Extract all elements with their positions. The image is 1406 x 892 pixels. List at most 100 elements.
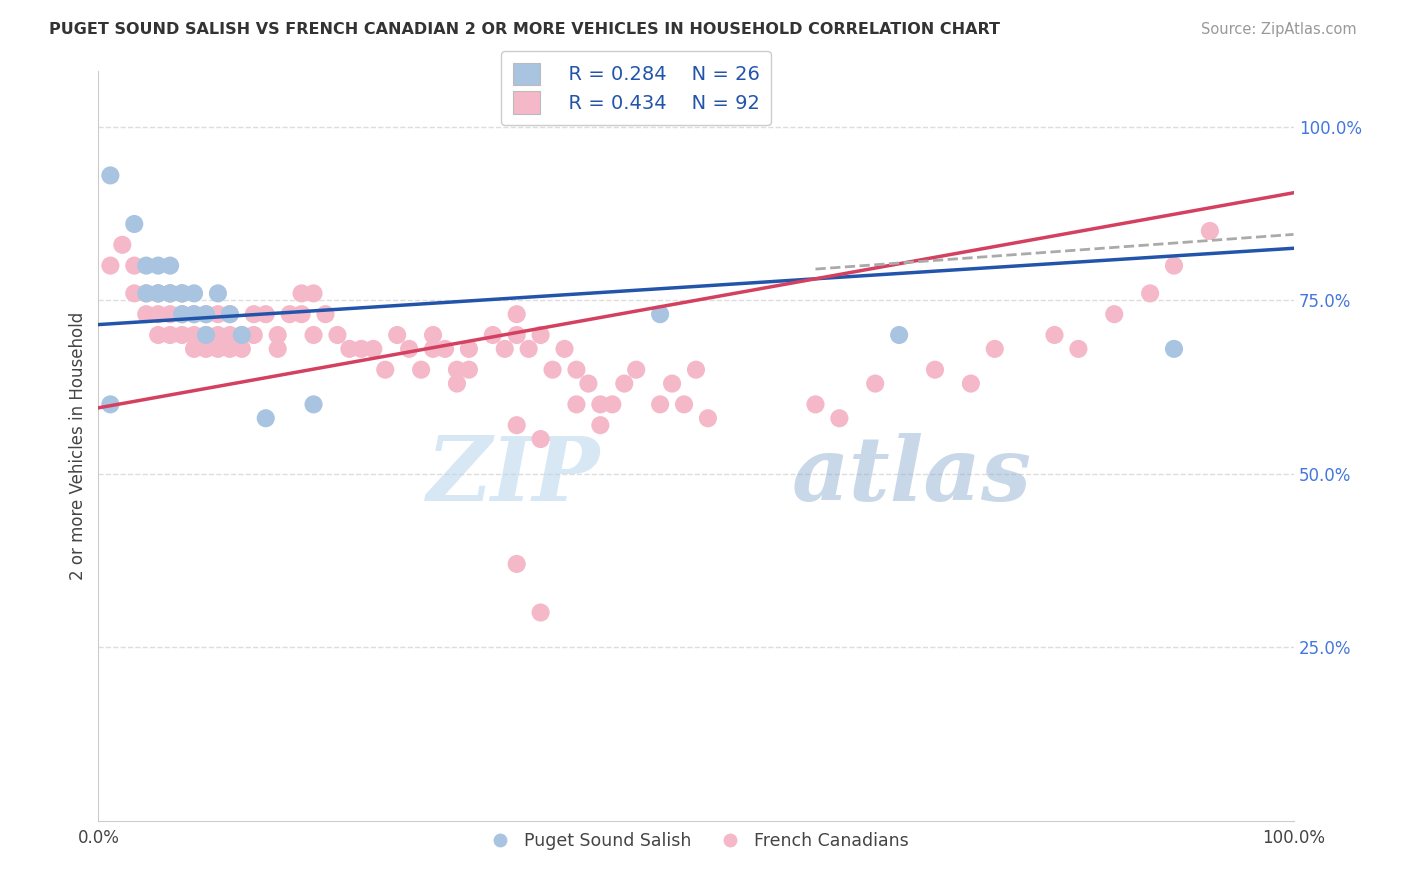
Point (183, 342, 205, 356)
Point (339, 342, 361, 356)
Point (148, 286, 170, 301)
Point (254, 307, 277, 321)
Point (697, 411, 720, 425)
Point (530, 328, 553, 343)
Text: atlas: atlas (792, 433, 1032, 519)
Point (315, 307, 337, 321)
Point (411, 362, 433, 376)
Point (446, 362, 468, 376)
Point (124, 286, 146, 301)
Point (159, 307, 181, 321)
Text: Source: ZipAtlas.com: Source: ZipAtlas.com (1201, 22, 1357, 37)
Point (302, 397, 325, 411)
Point (207, 307, 229, 321)
Point (673, 397, 696, 411)
Point (494, 342, 516, 356)
Point (661, 376, 683, 391)
Point (446, 376, 468, 391)
Point (195, 307, 218, 321)
Point (172, 286, 194, 301)
Point (1199, 224, 1222, 238)
Text: ZIP: ZIP (427, 433, 600, 519)
Point (924, 362, 946, 376)
Point (267, 342, 290, 356)
Point (278, 307, 301, 321)
Point (804, 397, 827, 411)
Point (207, 286, 229, 301)
Point (254, 411, 277, 425)
Point (506, 307, 529, 321)
Point (135, 307, 157, 321)
Point (159, 328, 181, 343)
Y-axis label: 2 or more Vehicles in Household: 2 or more Vehicles in Household (69, 312, 87, 580)
Point (219, 328, 242, 343)
Point (183, 307, 205, 321)
Point (159, 286, 181, 301)
Point (422, 342, 444, 356)
Point (135, 286, 157, 301)
Point (685, 362, 707, 376)
Point (828, 411, 851, 425)
Point (506, 557, 529, 571)
Point (135, 259, 157, 273)
Point (159, 286, 181, 301)
Point (1139, 286, 1161, 301)
Point (302, 286, 325, 301)
Point (207, 342, 229, 356)
Point (613, 376, 636, 391)
Point (267, 328, 290, 343)
Point (148, 307, 170, 321)
Point (111, 237, 134, 252)
Point (172, 286, 194, 301)
Point (506, 418, 529, 433)
Point (363, 342, 385, 356)
Point (648, 397, 672, 411)
Point (159, 286, 181, 301)
Point (148, 328, 170, 343)
Point (159, 259, 181, 273)
Legend: Puget Sound Salish, French Canadians: Puget Sound Salish, French Canadians (475, 825, 917, 857)
Point (350, 342, 373, 356)
Point (398, 342, 420, 356)
Point (98, 397, 122, 411)
Point (374, 362, 396, 376)
Point (326, 328, 349, 343)
Point (219, 307, 242, 321)
Point (889, 328, 911, 343)
Point (648, 307, 672, 321)
Point (1067, 342, 1090, 356)
Point (172, 286, 194, 301)
Point (183, 328, 205, 343)
Point (865, 376, 887, 391)
Point (530, 606, 553, 620)
Point (207, 328, 229, 343)
Point (124, 217, 146, 231)
Text: PUGET SOUND SALISH VS FRENCH CANADIAN 2 OR MORE VEHICLES IN HOUSEHOLD CORRELATIO: PUGET SOUND SALISH VS FRENCH CANADIAN 2 … (49, 22, 1000, 37)
Point (554, 342, 576, 356)
Point (291, 286, 314, 301)
Point (458, 342, 481, 356)
Point (984, 342, 1007, 356)
Point (302, 328, 325, 343)
Point (565, 397, 588, 411)
Point (589, 418, 612, 433)
Point (589, 397, 612, 411)
Point (626, 362, 648, 376)
Point (183, 307, 205, 321)
Point (148, 259, 170, 273)
Point (1104, 307, 1126, 321)
Point (434, 342, 457, 356)
Point (148, 286, 170, 301)
Point (458, 362, 481, 376)
Point (219, 342, 242, 356)
Point (219, 307, 242, 321)
Point (1043, 328, 1066, 343)
Point (148, 286, 170, 301)
Point (960, 376, 983, 391)
Point (231, 342, 253, 356)
Point (98, 169, 122, 183)
Point (565, 362, 588, 376)
Point (195, 328, 218, 343)
Point (530, 432, 553, 446)
Point (1163, 342, 1185, 356)
